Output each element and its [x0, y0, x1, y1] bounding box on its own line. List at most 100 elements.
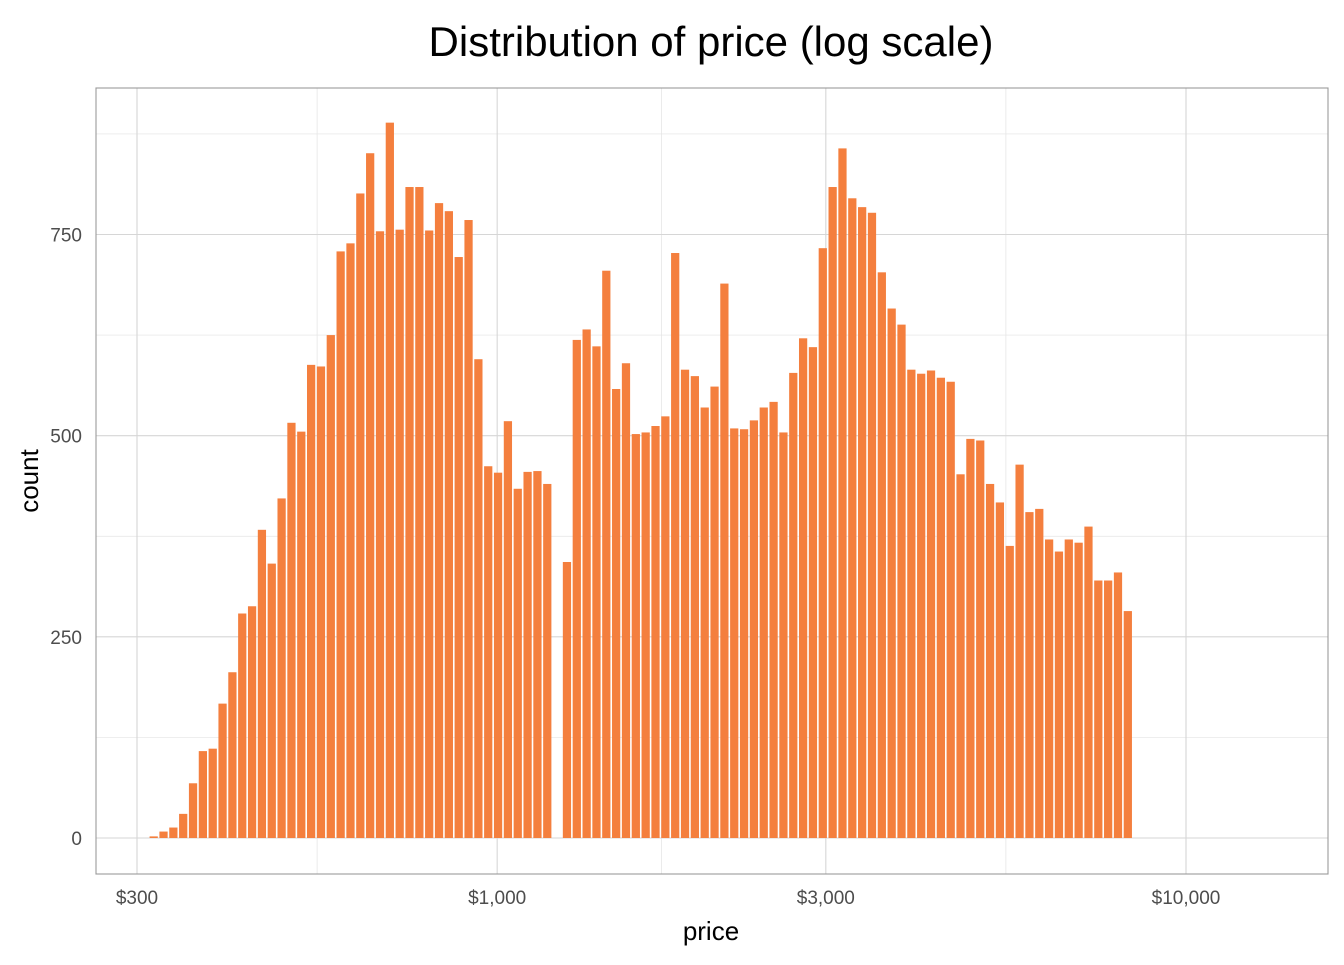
- histogram-bar: [976, 440, 985, 838]
- histogram-bar: [159, 831, 168, 838]
- histogram-bar: [287, 422, 296, 838]
- histogram-bar: [966, 438, 975, 838]
- histogram-bar: [985, 483, 995, 838]
- histogram-bar: [1035, 508, 1044, 838]
- y-tick-label: 500: [50, 427, 82, 448]
- histogram-bar: [513, 488, 522, 838]
- histogram-bar: [493, 472, 503, 838]
- x-axis-title: price: [683, 916, 739, 946]
- bars-layer: [149, 122, 1132, 839]
- histogram-bar: [838, 148, 847, 838]
- histogram-bar: [612, 389, 621, 838]
- histogram-bar: [474, 359, 483, 838]
- histogram-bar: [1123, 611, 1132, 838]
- histogram-bar: [749, 420, 759, 838]
- histogram-bar: [316, 366, 326, 838]
- histogram-bar: [1064, 539, 1073, 838]
- histogram-bar: [641, 432, 650, 838]
- histogram-bar: [858, 207, 867, 838]
- histogram-bar: [887, 308, 896, 838]
- histogram-bar: [375, 231, 385, 838]
- histogram-bar: [877, 272, 886, 838]
- histogram-bar: [779, 432, 788, 838]
- histogram-bar: [798, 338, 808, 838]
- y-axis-title: count: [14, 448, 44, 512]
- histogram-bar: [385, 122, 394, 838]
- histogram-bar: [1074, 542, 1083, 838]
- histogram-bar: [917, 373, 926, 838]
- histogram-bar: [169, 827, 178, 838]
- histogram-bar: [179, 813, 188, 838]
- histogram-bar: [582, 329, 591, 838]
- histogram-bar: [149, 836, 158, 838]
- histogram-bar: [425, 230, 434, 839]
- histogram-bar: [454, 257, 463, 838]
- tick-labels-layer: 0 250 500 750 $300 $1,000 $3,000 $10,000: [50, 226, 1220, 910]
- histogram-bar: [1113, 572, 1123, 838]
- histogram-bar: [503, 421, 513, 838]
- histogram-bar: [710, 386, 719, 838]
- histogram-bar: [946, 381, 955, 838]
- y-tick-label: 750: [50, 226, 82, 247]
- histogram-bar: [769, 401, 778, 838]
- histogram-bar: [936, 377, 945, 838]
- histogram-bar: [336, 251, 345, 838]
- histogram-bar: [759, 407, 768, 838]
- histogram-bar: [739, 429, 749, 838]
- histogram-bar: [602, 270, 611, 839]
- histogram-bar: [621, 363, 631, 838]
- histogram-bar: [789, 372, 798, 838]
- histogram-bar: [995, 502, 1005, 838]
- histogram-bar: [218, 703, 227, 838]
- histogram-bar: [1054, 551, 1064, 838]
- histogram-bar: [247, 606, 257, 838]
- histogram-bar: [267, 563, 276, 838]
- histogram-bar: [818, 248, 827, 838]
- histogram-bar: [690, 376, 699, 838]
- histogram-bar: [444, 211, 453, 838]
- histogram-bar: [543, 483, 552, 838]
- histogram-bar: [277, 498, 286, 838]
- histogram-bar: [808, 347, 818, 838]
- histogram-bar: [631, 434, 640, 838]
- x-tick-label: $1,000: [468, 888, 526, 909]
- histogram-bar: [346, 243, 355, 839]
- histogram-bar: [907, 369, 916, 838]
- histogram-bar: [434, 203, 444, 838]
- histogram-bar: [700, 407, 709, 838]
- histogram-bar: [415, 187, 424, 838]
- histogram-bar: [405, 187, 414, 838]
- histogram-bar: [1104, 580, 1113, 838]
- histogram-bar: [572, 339, 581, 838]
- histogram-bar: [562, 562, 572, 838]
- histogram-bar: [680, 369, 690, 838]
- histogram-bar: [828, 187, 837, 838]
- histogram-bar: [307, 364, 316, 838]
- histogram-bar: [926, 370, 936, 838]
- histogram-bar: [1044, 539, 1054, 838]
- histogram-bar: [297, 431, 306, 838]
- histogram-bar: [730, 428, 739, 838]
- histogram-bar: [848, 198, 857, 839]
- histogram-bar: [238, 613, 247, 838]
- histogram-bar: [228, 672, 237, 838]
- histogram-bar: [366, 153, 375, 839]
- histogram-bar: [356, 193, 365, 838]
- histogram-bar: [867, 212, 877, 838]
- histogram-bar: [1015, 464, 1024, 838]
- histogram-bar: [198, 751, 207, 838]
- histogram-bar: [395, 229, 404, 839]
- histogram-bar: [671, 253, 680, 838]
- histogram-bar: [188, 783, 198, 838]
- histogram-bar: [956, 474, 965, 838]
- histogram-bar: [1094, 580, 1103, 838]
- histogram-bar: [897, 324, 906, 838]
- histogram-bar: [661, 416, 670, 838]
- histogram-bar: [484, 466, 493, 838]
- panel-border: [95, 87, 1329, 875]
- histogram-bar: [326, 335, 335, 838]
- histogram-bar: [1025, 512, 1034, 838]
- histogram-bar: [651, 426, 660, 838]
